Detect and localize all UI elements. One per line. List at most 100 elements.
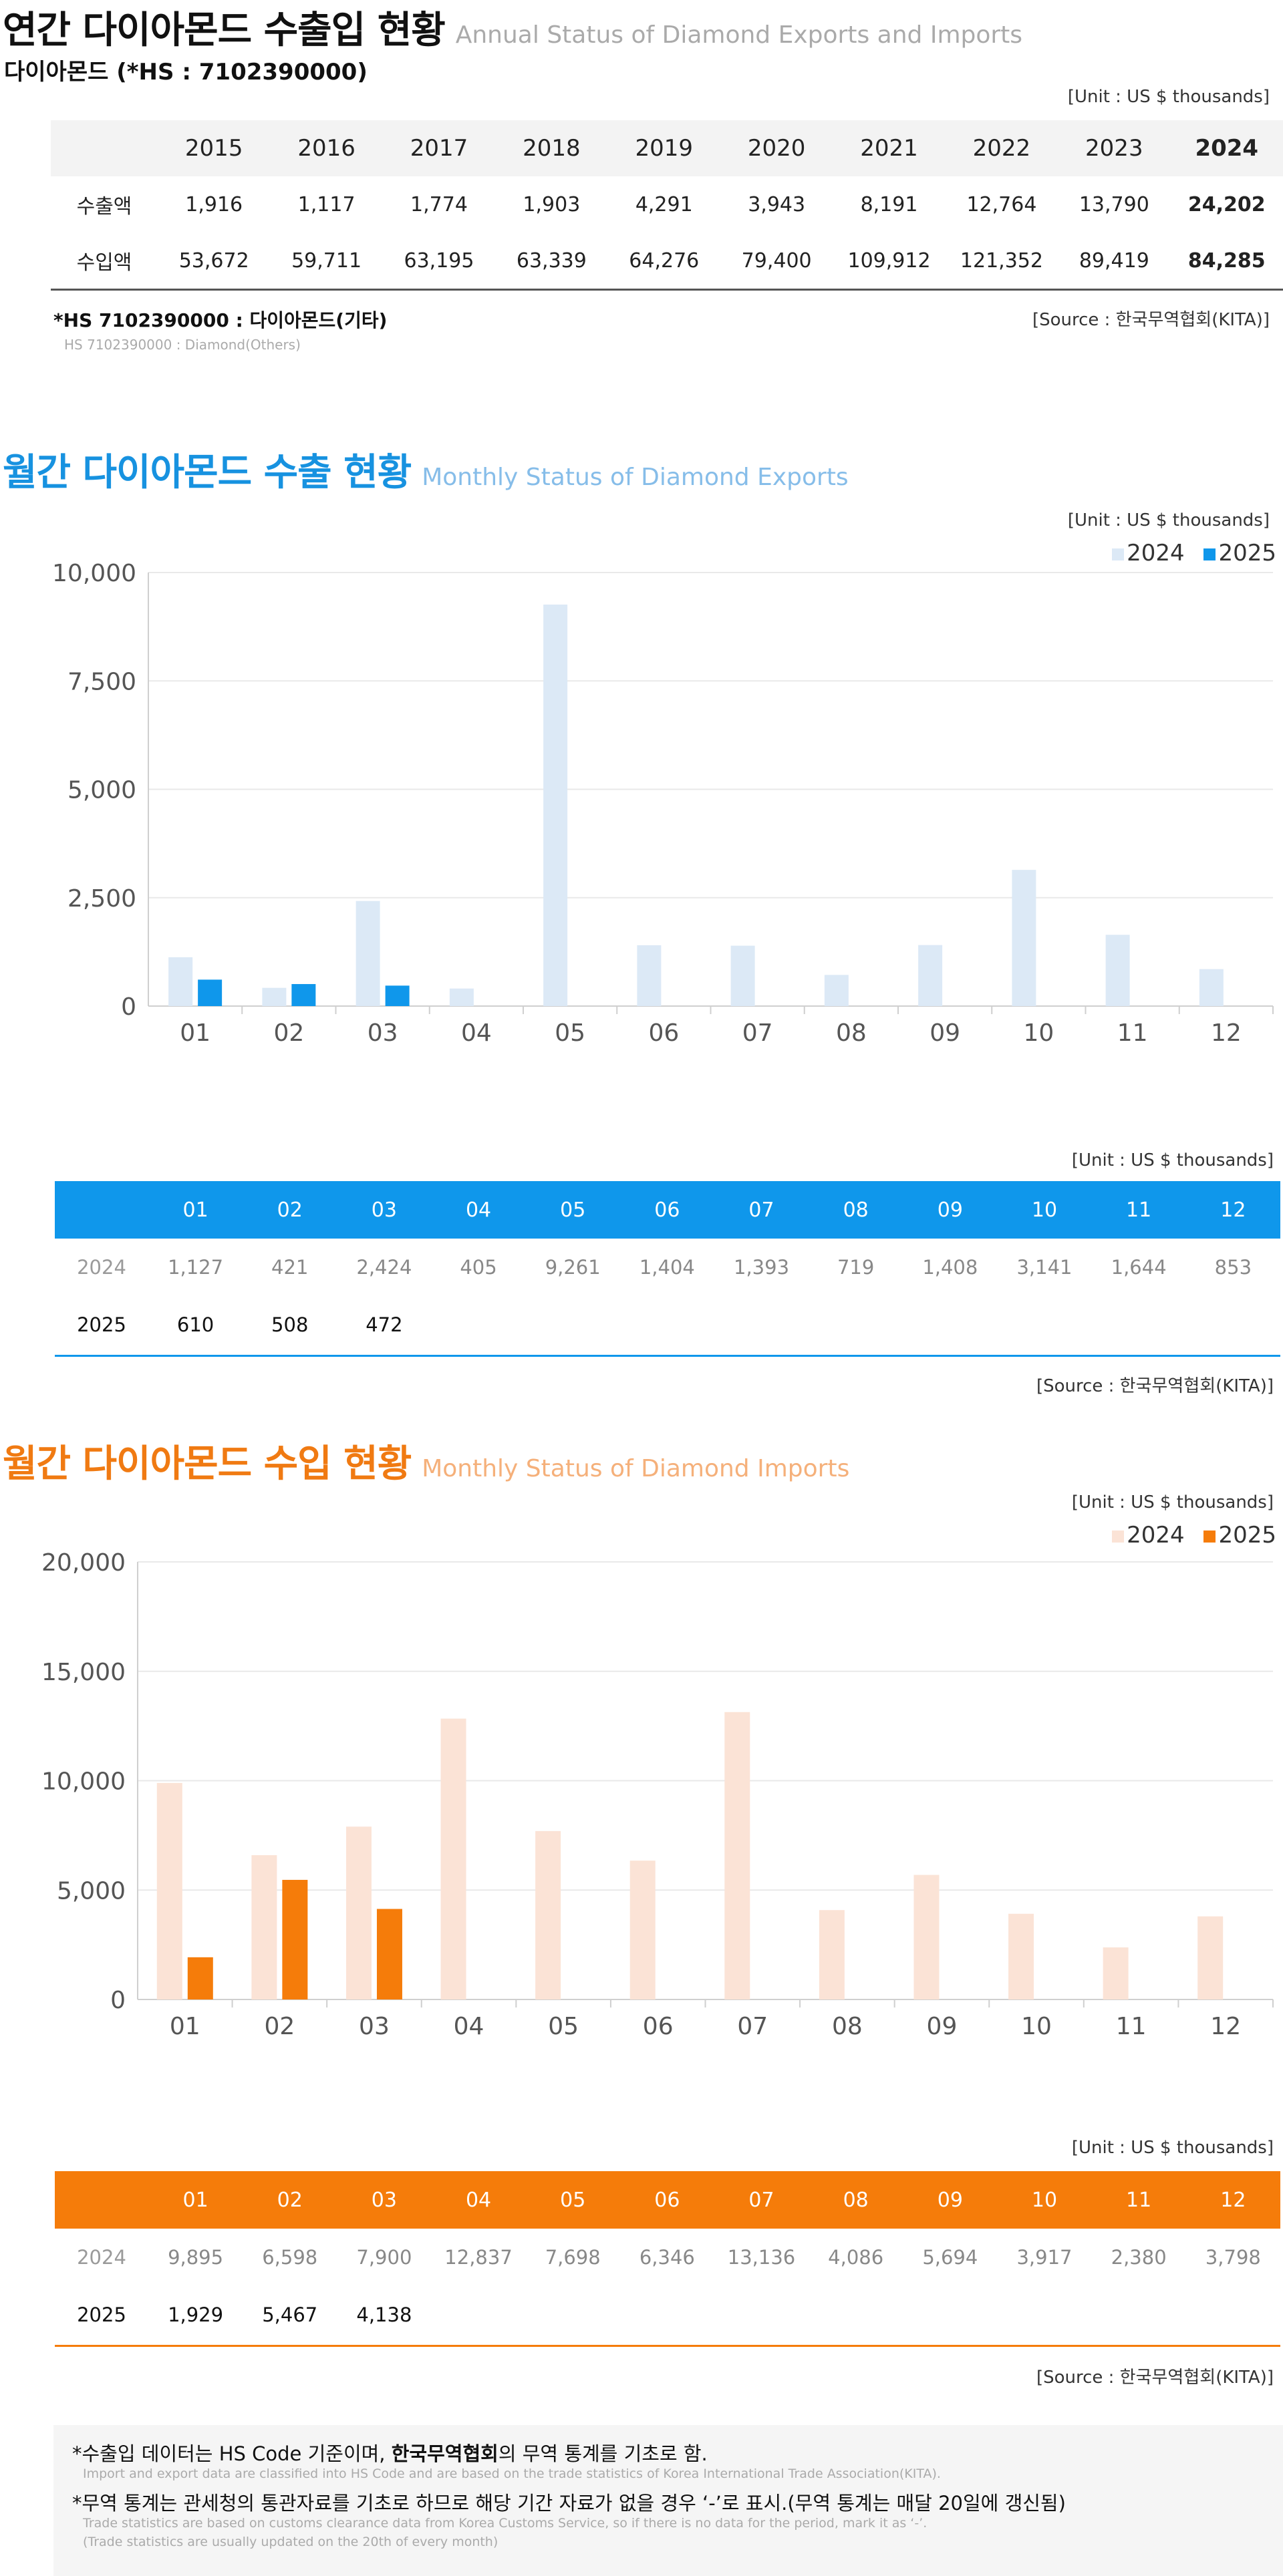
annual-table-bottom-line	[51, 289, 1283, 291]
imports-month-header: 01	[182, 2188, 208, 2212]
imports-bar-2025-03	[376, 1909, 402, 1999]
annual-footnote: *HS 7102390000 : 다이아몬드(기타)	[53, 309, 388, 331]
exports-chart-unit: [Unit : US $ thousands]	[1067, 510, 1270, 530]
imports-month-header: 07	[748, 2188, 774, 2212]
note-1-pre: *수출입 데이터는 HS Code 기준이며,	[72, 2442, 392, 2465]
exports-cell: 9,261	[545, 1256, 601, 1279]
exports-source: [Source : 한국무역협회(KITA)]	[1036, 1376, 1274, 1396]
annual-cell: 1,117	[297, 192, 355, 216]
exports-bar-2024-02	[262, 987, 287, 1006]
x-tick-label: 05	[555, 1019, 585, 1047]
imports-month-header: 08	[843, 2188, 869, 2212]
imports-month-header: 06	[654, 2188, 680, 2212]
annual-cell: 24,202	[1187, 192, 1266, 216]
annual-row-label: 수입액	[76, 251, 132, 275]
annual-cell: 1,903	[523, 192, 581, 216]
exports-title: 월간 다이아몬드 수출 현황 Monthly Status of Diamond …	[3, 442, 849, 496]
exports-legend: 2024 2025	[1100, 540, 1276, 567]
exports-month-header: 11	[1126, 1198, 1152, 1222]
annual-row-label: 수출액	[76, 195, 132, 218]
exports-cell: 1,127	[168, 1256, 224, 1279]
imports-cell	[997, 2286, 1091, 2344]
exports-cell: 421	[271, 1256, 309, 1279]
imports-title: 월간 다이아몬드 수입 현황 Monthly Status of Diamond …	[3, 1434, 849, 1488]
imports-cell	[714, 2286, 809, 2344]
exports-bar-2025-02	[291, 984, 316, 1006]
x-tick-label: 03	[359, 2013, 390, 2040]
annual-footnote-en: HS 7102390000 : Diamond(Others)	[64, 337, 301, 353]
exports-month-header: 12	[1220, 1198, 1246, 1222]
annual-title-en: Annual Status of Diamond Exports and Imp…	[455, 21, 1023, 49]
imports-table-bottom-line	[55, 2345, 1280, 2347]
imports-cell: 12,837	[444, 2246, 513, 2269]
notes-box: *수출입 데이터는 HS Code 기준이며, 한국무역협회의 무역 통계를 기…	[53, 2425, 1283, 2576]
annual-header-corner	[51, 120, 158, 176]
exports-bar-2024-03	[355, 901, 380, 1006]
exports-bar-2024-05	[543, 604, 568, 1006]
x-tick-label: 12	[1210, 2013, 1241, 2040]
imports-cell: 7,900	[356, 2246, 412, 2269]
exports-row-label: 2024	[77, 1256, 126, 1279]
annual-year-header: 2023	[1085, 135, 1143, 162]
exports-bar-2024-06	[637, 945, 662, 1006]
y-tick-label: 10,000	[41, 1768, 126, 1796]
exports-row-label: 2025	[77, 1313, 126, 1336]
exports-cell: 508	[271, 1313, 309, 1336]
exports-cell: 2,424	[356, 1256, 412, 1279]
exports-month-header: 08	[843, 1198, 869, 1222]
imports-month-header: 02	[277, 2188, 303, 2212]
annual-cell: 4,291	[635, 192, 693, 216]
note-1-en: Import and export data are classified in…	[83, 2466, 941, 2481]
exports-bar-2024-10	[1012, 870, 1036, 1006]
exports-cell	[1186, 1296, 1280, 1353]
exports-title-en: Monthly Status of Diamond Exports	[422, 464, 849, 491]
annual-source: [Source : 한국무역협회(KITA)]	[1032, 310, 1270, 330]
exports-bar-2024-04	[449, 988, 474, 1006]
exports-chart: 0 2,500 5,000 7,500 10,000 01 02 03 04 05 06 07 08 09…	[52, 560, 1274, 1047]
annual-cell: 64,276	[629, 249, 700, 273]
note-2-en-1: Trade statistics are based on customs cl…	[83, 2516, 928, 2531]
annual-year-header: 2020	[747, 135, 806, 162]
y-tick-label: 7,500	[67, 668, 136, 695]
x-tick-label: 11	[1117, 1019, 1148, 1047]
x-tick-label: 04	[461, 1019, 492, 1047]
x-tick-label: 08	[836, 1019, 867, 1047]
imports-month-header: 11	[1126, 2188, 1152, 2212]
exports-cell: 405	[460, 1256, 497, 1279]
imports-cell	[431, 2286, 525, 2344]
imports-bar-2024-11	[1103, 1947, 1129, 1999]
annual-row-imports: 수입액 53,672 59,711 63,195 63,339 64,276 79,400 1…	[51, 232, 1283, 289]
x-tick-label: 07	[737, 2013, 768, 2040]
annual-year-header: 2017	[410, 135, 468, 162]
exports-table: 01 02 03 04 05 06 07 08 09 10 11 12 2024 1,127 421 2,4…	[55, 1181, 1280, 1353]
annual-cell: 8,191	[860, 192, 918, 216]
imports-cell: 13,136	[727, 2246, 796, 2269]
x-tick-label: 09	[927, 2013, 958, 2040]
imports-cell	[1092, 2286, 1186, 2344]
exports-bar-2024-08	[824, 975, 849, 1006]
annual-header-row: 2015 2016 2017 2018 2019 2020 2021 2022 2023 2024	[51, 120, 1283, 176]
imports-cell: 4,138	[356, 2303, 412, 2326]
exports-header-corner	[55, 1181, 148, 1239]
exports-cell	[1092, 1296, 1186, 1353]
annual-cell: 1,916	[185, 192, 243, 216]
exports-cell	[997, 1296, 1091, 1353]
exports-bar-2024-07	[730, 945, 755, 1006]
exports-month-header: 09	[937, 1198, 963, 1222]
y-tick-label: 5,000	[57, 1877, 126, 1905]
exports-header-row: 01 02 03 04 05 06 07 08 09 10 11 12	[55, 1181, 1280, 1239]
imports-legend-label-2025: 2025	[1218, 1522, 1276, 1549]
exports-cell: 1,393	[734, 1256, 790, 1279]
imports-cell	[1186, 2286, 1280, 2344]
exports-month-header: 04	[465, 1198, 492, 1222]
x-tick-label: 01	[170, 2013, 200, 2040]
imports-bar-2024-03	[345, 1826, 372, 1999]
imports-month-header: 09	[937, 2188, 963, 2212]
imports-title-en: Monthly Status of Diamond Imports	[422, 1455, 850, 1482]
note-2-en-2: (Trade statistics are usually updated on…	[83, 2535, 498, 2549]
imports-bar-2025-02	[282, 1879, 308, 1999]
x-tick-label: 12	[1211, 1019, 1242, 1047]
annual-row-exports: 수출액 1,916 1,117 1,774 1,903 4,291 3,943 8,191 12…	[51, 176, 1283, 232]
imports-table-unit: [Unit : US $ thousands]	[1071, 2138, 1274, 2158]
x-tick-label: 01	[180, 1019, 210, 1047]
